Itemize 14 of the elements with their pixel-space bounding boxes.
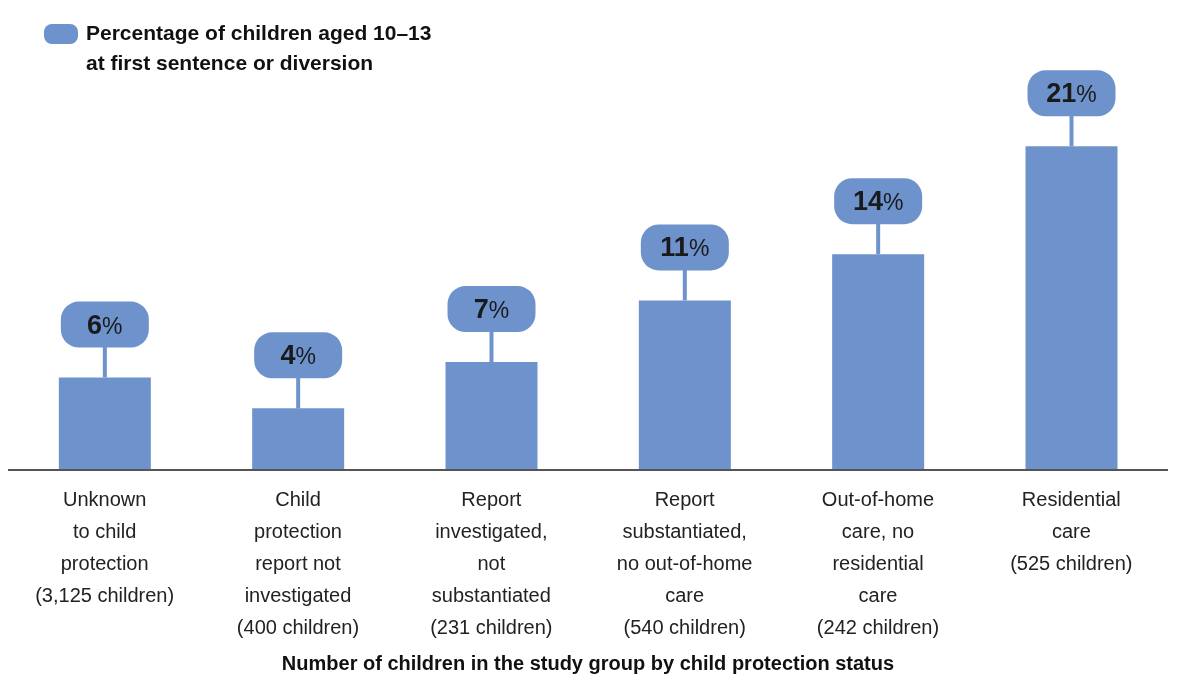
x-tick-label: Unknown to child protection (3,125 children) (35, 488, 175, 606)
legend-label: Percentage of children aged 10–13 at first sentence or diversion (86, 20, 432, 76)
x-tick-label: Child protection report not investigated (400 children) (236, 488, 360, 638)
data-label: 4% (280, 340, 316, 371)
data-label: 11% (660, 232, 710, 263)
x-axis-title: Number of children in the study group by child protection status (281, 652, 895, 674)
x-tick-label: Report substantiated, no out-of-home care (540 children) (616, 488, 753, 638)
data-label: 6% (87, 309, 123, 340)
data-label: 14% (852, 186, 904, 217)
data-label: 21% (1046, 78, 1097, 109)
x-tick-label: Residential care (525 children) (1010, 488, 1133, 574)
x-tick-label: Out-of-home care, no residential care (242 children) (816, 488, 940, 638)
data-label: 7% (473, 294, 510, 325)
x-tick-label: Report investigated, not substantiated (231 children) (430, 488, 553, 638)
